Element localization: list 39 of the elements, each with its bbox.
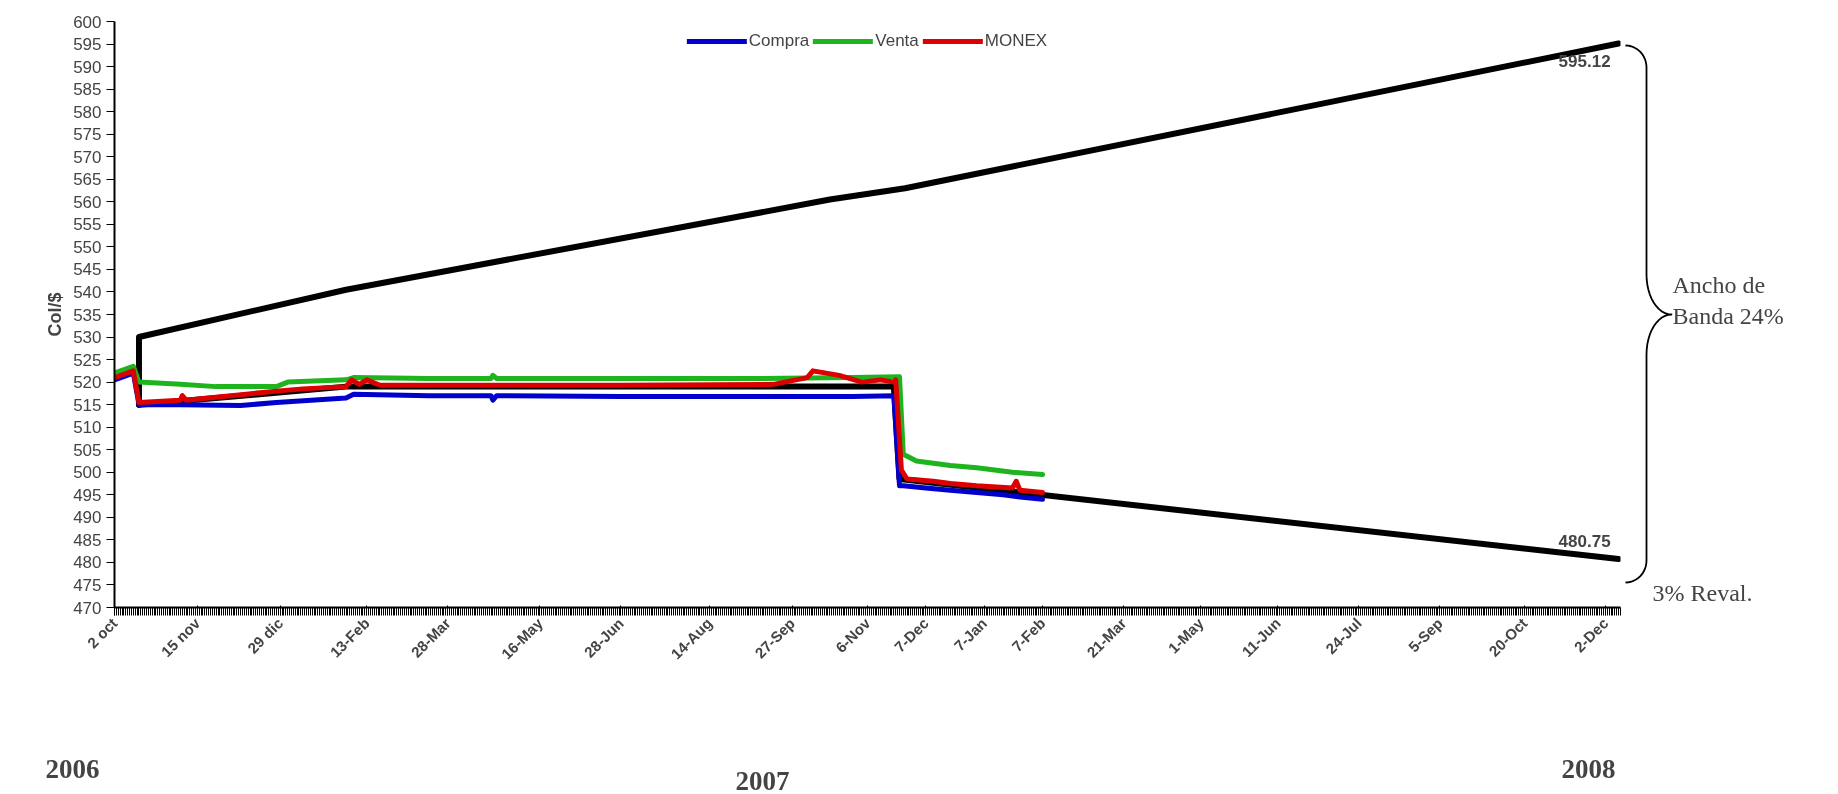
y-tick-label: 510 — [73, 418, 102, 438]
y-tick-label: 535 — [73, 305, 102, 325]
y-tick-label: 570 — [73, 147, 102, 167]
y-tick-label: 595 — [73, 35, 102, 55]
y-tick-label: 565 — [73, 170, 102, 190]
text: 2007 — [735, 765, 790, 794]
y-tick-label: 540 — [73, 282, 102, 302]
y-tick-label: 520 — [73, 373, 102, 393]
y-tick-label: 530 — [73, 328, 102, 348]
y-tick-label: 575 — [73, 125, 102, 145]
annotation: 595.12 — [1558, 52, 1611, 72]
y-tick-label: 490 — [73, 508, 102, 528]
y-tick-label: 475 — [73, 575, 102, 595]
x-tick-label: 29 dic — [244, 614, 287, 657]
y-tick-label: 580 — [73, 102, 102, 122]
y-tick-label: 495 — [73, 485, 102, 505]
y-tick-label: 550 — [73, 237, 102, 257]
y-tick-label: 560 — [73, 192, 102, 212]
y-tick-label: 515 — [73, 395, 102, 415]
y-tick-label: 500 — [73, 463, 102, 483]
text: 2006 — [45, 753, 100, 784]
text: 2008 — [1561, 753, 1616, 784]
legend-label: Venta — [875, 31, 919, 51]
x-tick-label: 15 nov — [157, 614, 204, 661]
y-tick-label: 585 — [73, 80, 102, 100]
y-tick-label: 600 — [73, 12, 102, 32]
y-tick-label: 525 — [73, 350, 102, 370]
y-tick-label: 555 — [73, 215, 102, 235]
text: 3% Reval. — [1652, 579, 1753, 606]
y-tick-label: 485 — [73, 530, 102, 550]
legend-label: Compra — [748, 31, 810, 51]
y-axis-title: Col/$ — [45, 292, 66, 337]
y-tick-label: 480 — [73, 553, 102, 573]
y-tick-label: 505 — [73, 440, 102, 460]
text: Ancho de Banda 24% — [1672, 271, 1784, 330]
y-tick-label: 545 — [73, 260, 102, 280]
y-tick-label: 590 — [73, 57, 102, 77]
annotation: 480.75 — [1558, 532, 1611, 552]
legend-label: MONEX — [984, 31, 1048, 51]
